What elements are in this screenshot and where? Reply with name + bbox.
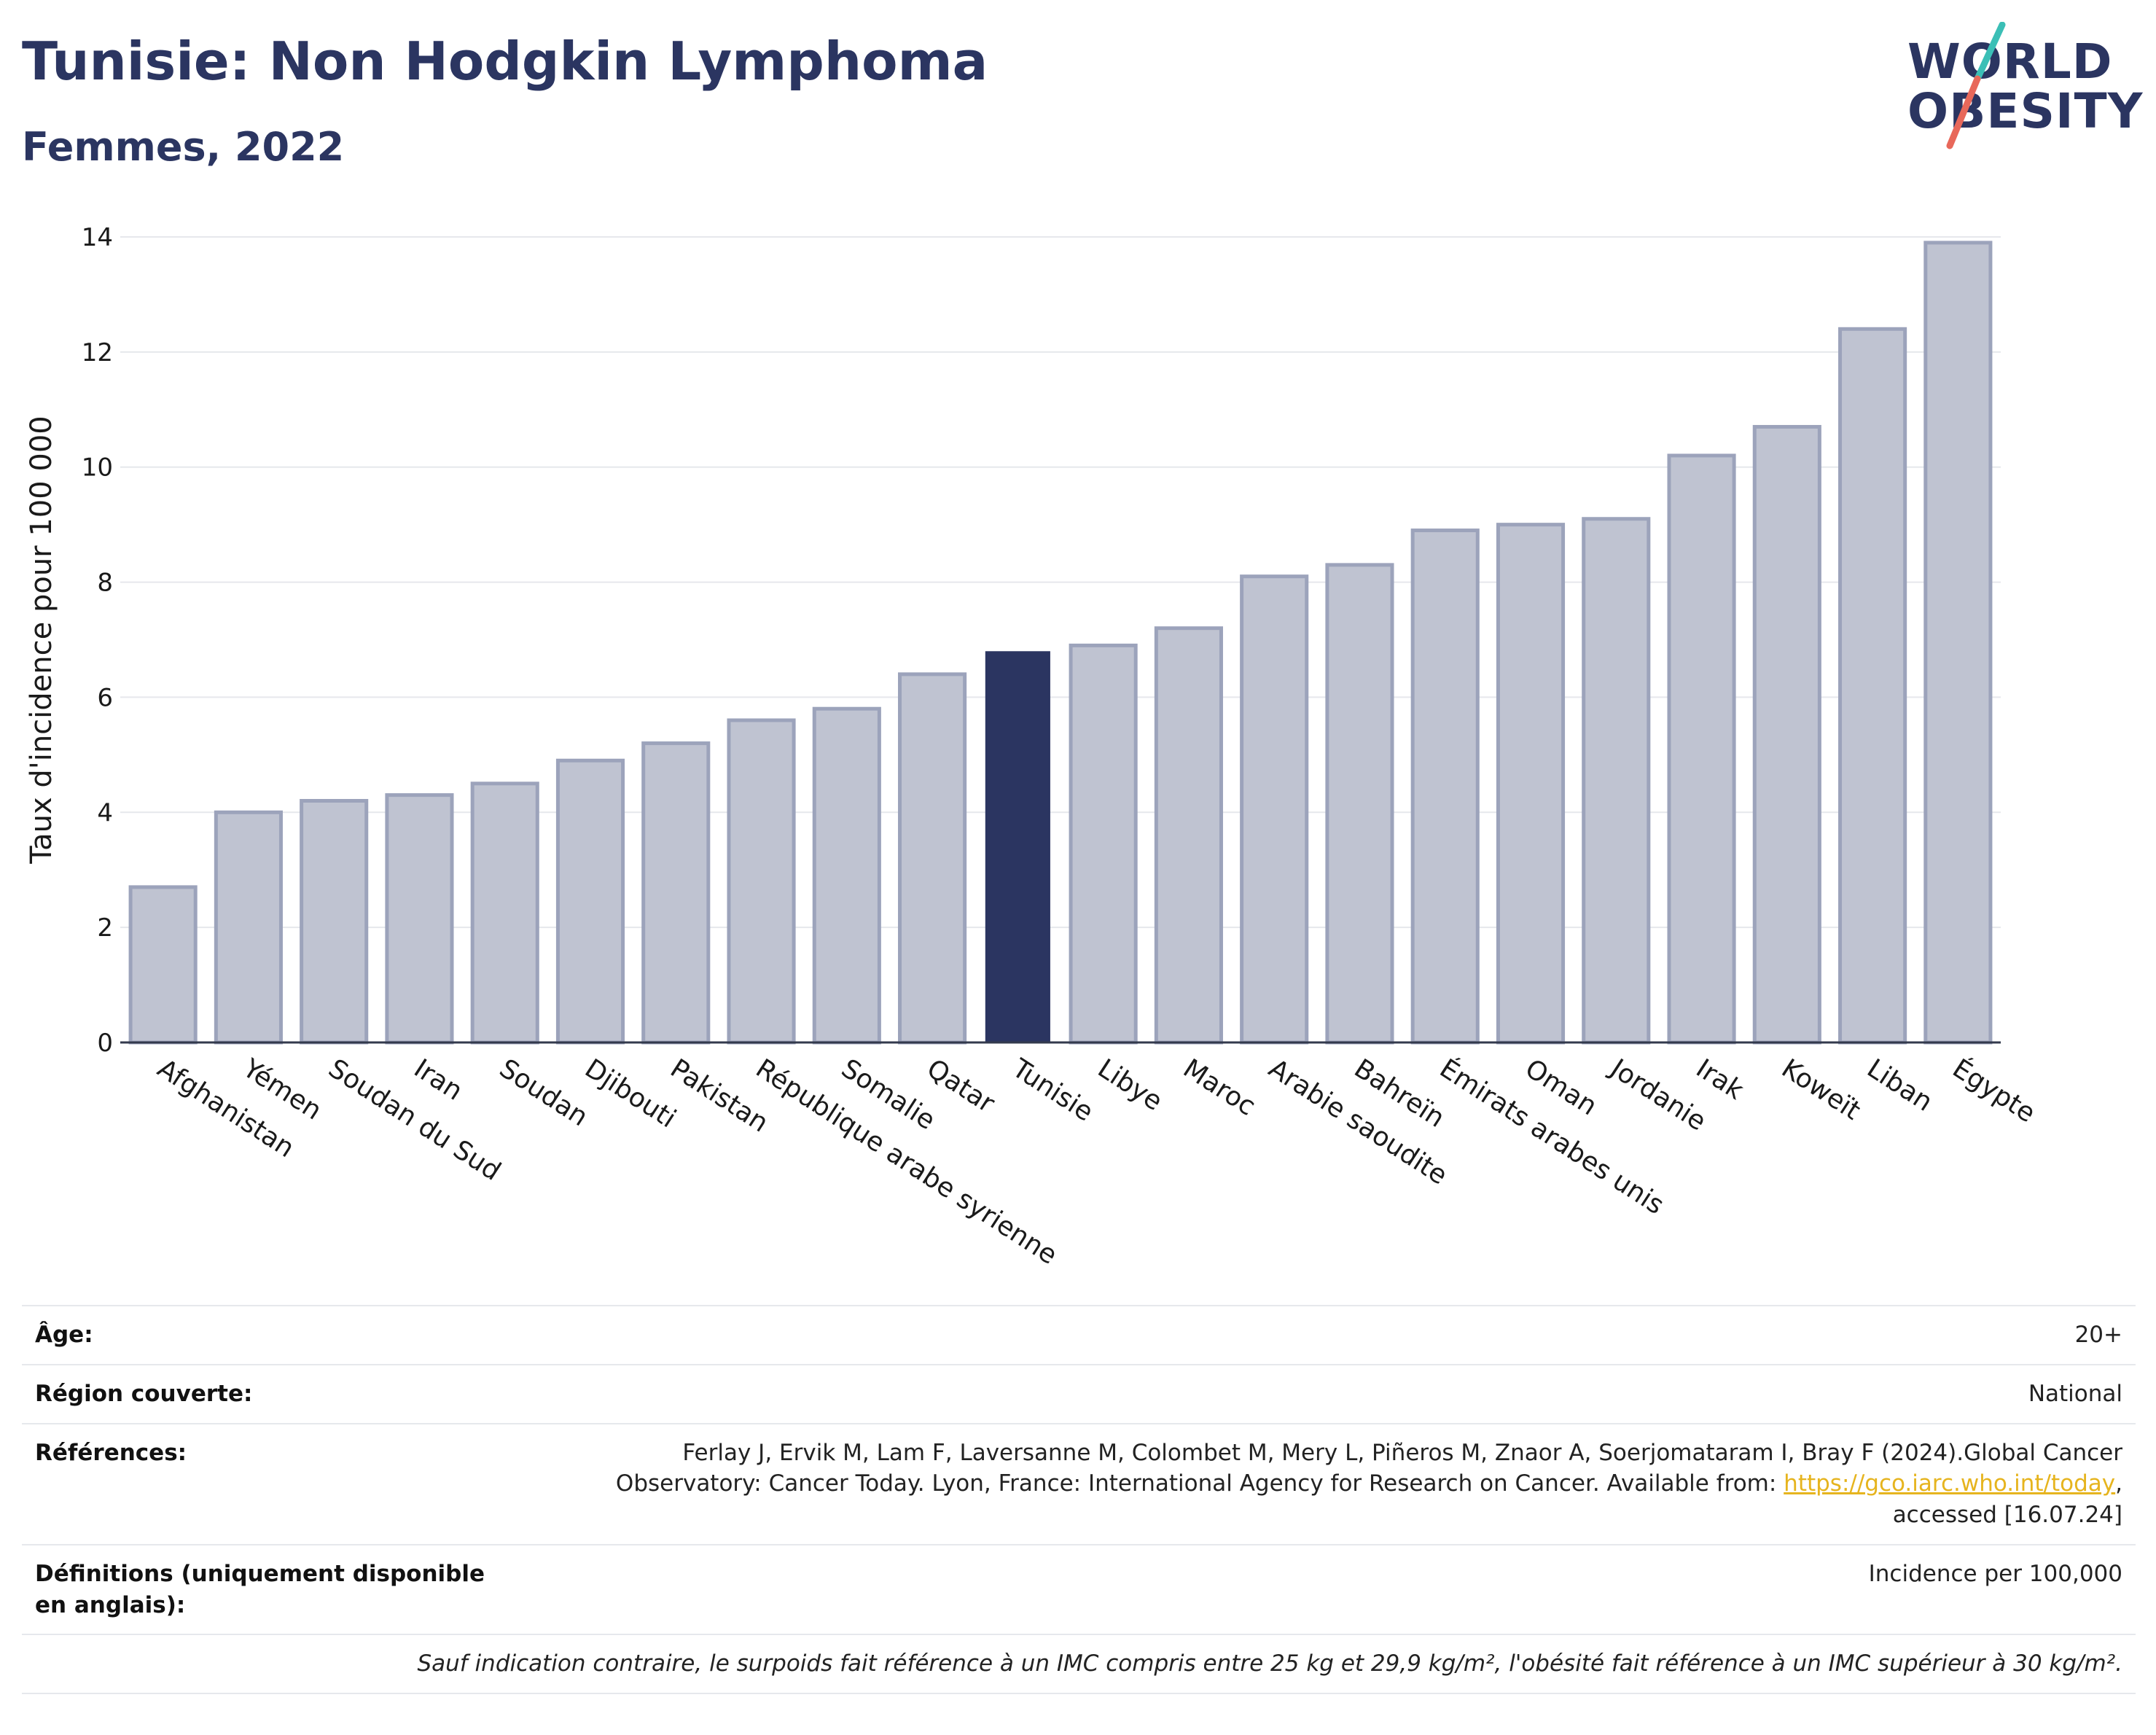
bar [300,799,369,1045]
logo-slash-icon [1946,22,2006,149]
logo-line-2: OBESITY [1907,83,2144,139]
y-tick-label: 14 [82,223,113,252]
bar-chart: 0 2 4 6 8 10 12 14 Taux d'incidence pour 100 000… [25,223,2041,1271]
x-tick-label: Pakistan [665,1053,773,1138]
x-tick-label: Liban [1862,1053,1937,1118]
definitions-row: Définitions (uniquement disponible en an… [22,1543,2136,1636]
page-subtitle: Femmes, 2022 [22,124,345,170]
references-text-2: Observatory: Cancer Today. Lyon, France:… [615,1470,1777,1497]
region-row: Région couverte: National [22,1363,2136,1424]
age-row: Âge: 20+ [22,1305,2136,1365]
bar [128,885,198,1045]
x-tick-label: Iran [409,1053,468,1107]
definitions-value: Incidence per 100,000 [522,1543,2136,1636]
y-tick-label: 12 [82,338,113,367]
world-obesity-logo[interactable]: WORLD OBESITY [1899,22,2147,157]
x-tick-label: Soudan [494,1053,593,1132]
bar [641,741,711,1045]
references-label: Références: [22,1422,522,1545]
bar [1154,626,1223,1045]
y-tick-label: 2 [97,913,113,943]
logo-line-1: WORLD [1907,34,2113,90]
region-value: National [522,1363,2136,1424]
references-link[interactable]: https://gco.iarc.who.int/today [1784,1470,2116,1497]
bar [898,672,967,1045]
page-title: Tunisie: Non Hodgkin Lymphoma [22,31,988,92]
y-tick-label: 6 [97,683,113,712]
y-axis-title: Taux d'incidence pour 100 000 [25,416,58,864]
x-tick-label: Libye [1093,1053,1168,1117]
bar [555,758,625,1045]
bar [1410,529,1480,1045]
age-value: 20+ [522,1305,2136,1365]
y-tick-label: 4 [97,798,113,827]
definitions-label: Définitions (uniquement disponible en an… [22,1543,522,1636]
bar [1069,643,1138,1045]
x-tick-label: Jordanie [1604,1053,1711,1136]
x-tick-label: Maroc [1178,1053,1261,1122]
footnote: Sauf indication contraire, le surpoids f… [22,1634,2136,1695]
references-value: Ferlay J, Ervik M, Lam F, Laversanne M, … [522,1422,2136,1545]
y-tick-label: 0 [97,1029,113,1058]
bar [1582,517,1651,1045]
bar [1667,453,1736,1045]
references-text-3: accessed [16.07.24] [1892,1502,2122,1529]
bar [385,793,454,1045]
bar [1838,327,1907,1045]
x-tick-label: République arabe syrienne [751,1053,1063,1271]
region-label: Région couverte: [22,1363,522,1424]
x-tick-label: Koweït [1776,1053,1866,1126]
references-text-1: Ferlay J, Ervik M, Lam F, Laversanne M, … [682,1439,2122,1466]
x-tick-label: Irak [1691,1053,1749,1106]
bar [1325,563,1394,1045]
x-tick-label: Égypte [1947,1053,2041,1128]
bar [214,810,283,1045]
bar [1496,523,1566,1045]
y-tick-label: 8 [97,569,113,598]
x-tick-label: Tunisie [1007,1053,1098,1128]
info-table: Âge: 20+ Région couverte: National Référ… [22,1305,2136,1695]
references-row: Références: Ferlay J, Ervik M, Lam F, La… [22,1422,2136,1545]
note-row: Sauf indication contraire, le surpoids f… [22,1634,2136,1695]
bar [727,718,796,1045]
bar [812,706,881,1045]
bar [1240,574,1309,1045]
bar [1752,424,1821,1045]
bar [1923,241,1993,1045]
x-tick-label: Djibouti [579,1053,681,1134]
bar [470,781,539,1045]
age-label: Âge: [22,1305,522,1365]
y-tick-label: 10 [82,453,113,483]
bar-highlighted [985,651,1050,1042]
